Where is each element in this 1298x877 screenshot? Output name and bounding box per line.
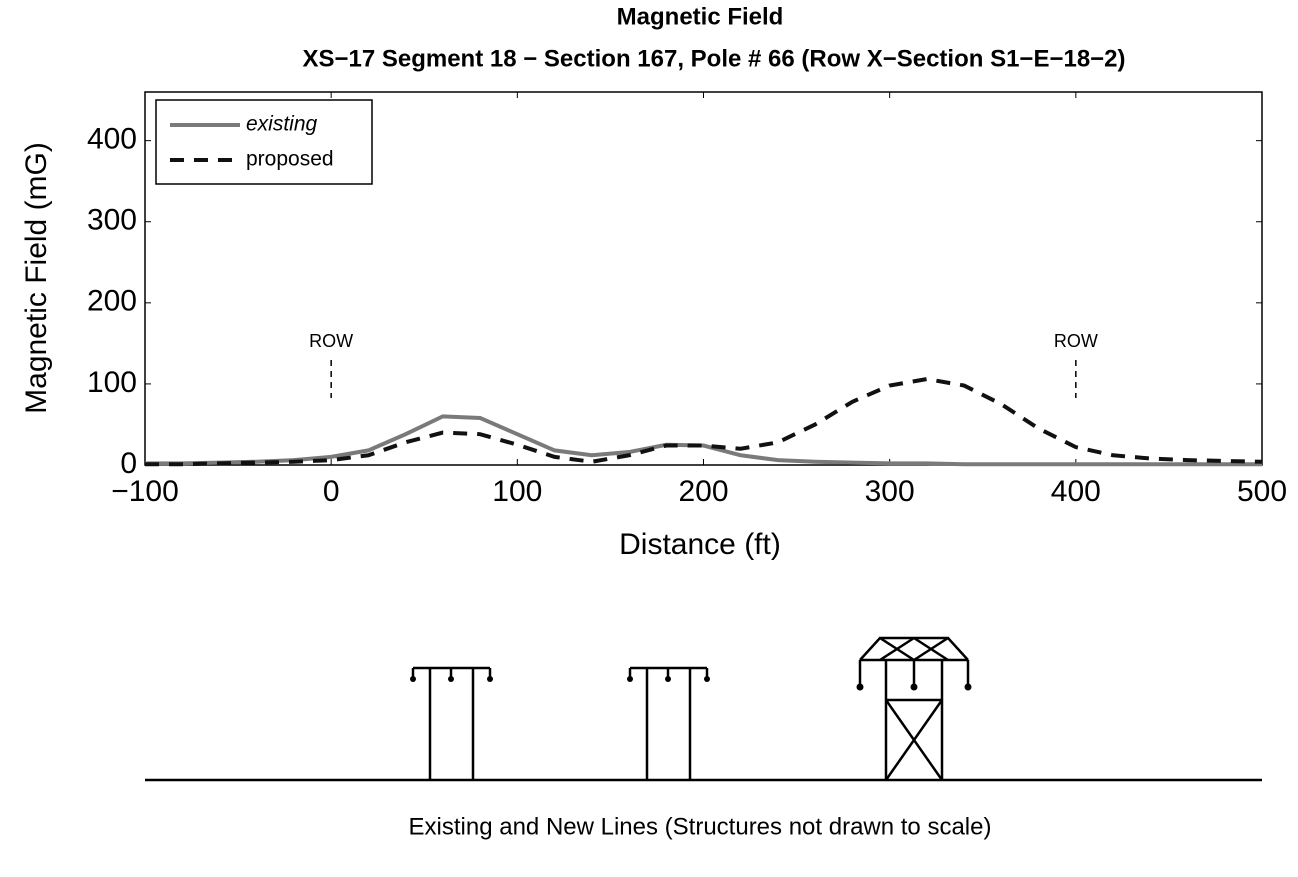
x-tick-label: 0	[323, 475, 340, 508]
x-tick-label: 200	[678, 475, 728, 508]
series-line	[145, 379, 1262, 464]
chart-title: Magnetic Field	[617, 3, 784, 30]
x-tick-label: 100	[492, 475, 542, 508]
annotation: ROW	[1054, 331, 1098, 351]
series-line	[145, 416, 1262, 464]
structures	[145, 638, 1262, 780]
legend-label: proposed	[246, 148, 334, 171]
x-tick-label: −100	[111, 475, 179, 508]
chart-subtitle: XS−17 Segment 18 − Section 167, Pole # 6…	[302, 45, 1125, 72]
legend-label: existing	[246, 113, 318, 136]
y-tick-label: 200	[87, 285, 137, 318]
x-axis-label: Distance (ft)	[619, 528, 781, 561]
x-tick-label: 400	[1051, 475, 1101, 508]
y-axis-label: Magnetic Field (mG)	[20, 142, 53, 414]
caption: Existing and New Lines (Structures not d…	[409, 813, 992, 840]
y-tick-label: 100	[87, 366, 137, 399]
x-tick-label: 500	[1237, 475, 1287, 508]
chart: Magnetic Field XS−17 Segment 18 − Sectio…	[0, 0, 1298, 872]
y-tick-label: 400	[87, 123, 137, 156]
annotation: ROW	[309, 331, 353, 351]
x-tick-label: 300	[865, 475, 915, 508]
y-tick-label: 300	[87, 204, 137, 237]
